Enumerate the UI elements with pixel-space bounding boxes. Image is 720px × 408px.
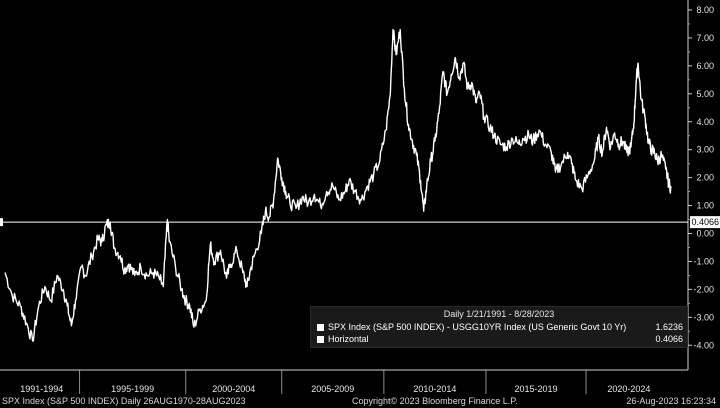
- x-axis-separators: [79, 370, 587, 394]
- x-tick-label: 2015-2019: [514, 384, 557, 394]
- y-tick-label: 8.00: [696, 5, 714, 15]
- horizontal-value-label: 0.4066: [691, 217, 719, 227]
- horizontal-value-tag: [690, 216, 720, 229]
- y-tick-label: 7.00: [696, 33, 714, 43]
- y-tick-label: 5.00: [696, 89, 714, 99]
- x-tick-label: 2005-2009: [311, 384, 354, 394]
- chart-legend: Daily 1/21/1991 - 8/28/2023 SPX Index (S…: [310, 306, 688, 348]
- y-tick-label: 3.00: [696, 145, 714, 155]
- y-tick-label: -2.00: [693, 284, 714, 294]
- legend-entry-horizontal: Horizontal 0.4066: [317, 334, 683, 345]
- y-axis: 8.00 7.00 6.00 5.00 4.00 3.00 2.00 1.00 0.00 -1.0…: [687, 0, 714, 370]
- footer-copyright: Copyright© 2023 Bloomberg Finance L.P.: [352, 396, 518, 406]
- x-axis: 1991-1994 1995-1999 2000-2004 2005-2009 2010…: [0, 369, 688, 394]
- y-tick-label: 1.00: [696, 201, 714, 211]
- footer-bar: SPX Index (S&P 500 INDEX) Daily 26AUG197…: [0, 396, 720, 408]
- horizontal-line-handle: [0, 218, 3, 227]
- y-tick-label: 6.00: [696, 61, 714, 71]
- x-tick-label: 2020-2024: [607, 384, 650, 394]
- legend-label-horizontal: Horizontal: [328, 334, 369, 344]
- legend-title: Daily 1/21/1991 - 8/28/2023: [443, 309, 555, 319]
- x-tick-label: 2000-2004: [212, 384, 255, 394]
- y-tick-label: -1.00: [693, 256, 714, 266]
- y-tick-label: -4.00: [693, 340, 714, 350]
- series-line-spread: [4, 28, 672, 342]
- legend-swatch-horizontal: [317, 336, 324, 343]
- y-tick-label: 4.00: [696, 117, 714, 127]
- y-tick-label: 2.00: [696, 173, 714, 183]
- legend-value-horizontal: 0.4066: [655, 334, 683, 344]
- x-tick-label: 1995-1999: [111, 384, 154, 394]
- x-tick-label: 2010-2014: [413, 384, 456, 394]
- legend-entry-spread: SPX Index (S&P 500 INDEX) - USGG10YR Ind…: [317, 322, 683, 333]
- legend-label-spread: SPX Index (S&P 500 INDEX) - USGG10YR Ind…: [328, 322, 627, 332]
- legend-value-spread: 1.6236: [655, 322, 683, 332]
- y-tick-label: 0.00: [696, 229, 714, 239]
- chart-canvas: 8.00 7.00 6.00 5.00 4.00 3.00 2.00 1.00 0.00 -1.0…: [0, 0, 720, 394]
- footer-security-info: SPX Index (S&P 500 INDEX) Daily 26AUG197…: [2, 396, 246, 406]
- series-lines: 0.4066: [0, 28, 720, 342]
- footer-timestamp: 26-Aug-2023 16:23:34: [626, 396, 716, 406]
- y-tick-label: -3.00: [693, 312, 714, 322]
- legend-swatch-spread: [317, 324, 324, 331]
- x-tick-label: 1991-1994: [20, 384, 63, 394]
